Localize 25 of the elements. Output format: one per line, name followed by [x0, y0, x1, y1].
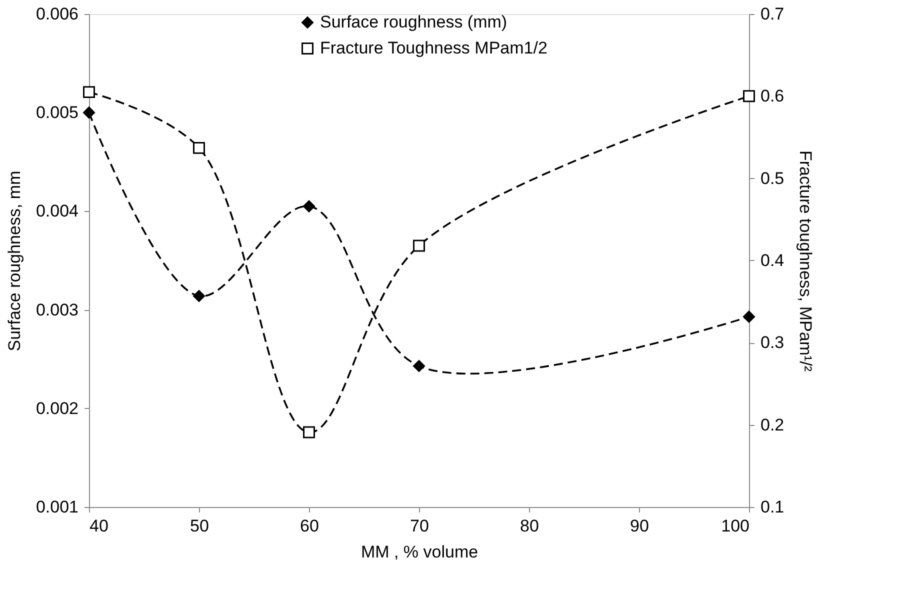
x-tick-label: 50: [190, 516, 209, 536]
y2-tick-label: 0.7: [760, 4, 784, 24]
y-tick-label: 0.006: [36, 4, 78, 24]
x-tick-label: 90: [630, 516, 649, 536]
y2-tick-label: 0.2: [760, 415, 784, 434]
x-tick-label: 80: [520, 516, 539, 536]
y2-axis-title: Fracture toughness, MPam¹/²: [796, 150, 816, 372]
y-tick-label: 0.003: [36, 300, 78, 320]
y2-tick-label: 0.3: [760, 333, 784, 352]
x-tick-label: 60: [300, 516, 319, 536]
y-tick-label: 0.005: [36, 103, 78, 122]
y-tick-label: 0.002: [36, 398, 78, 418]
y-tick-label: 0.004: [36, 202, 78, 221]
legend-label: Surface roughness (mm): [320, 12, 508, 32]
y2-tick-label: 0.6: [760, 86, 784, 106]
y-tick-label: 0.001: [36, 498, 78, 516]
x-tick-label: 70: [410, 516, 429, 536]
y2-tick-label: 0.4: [760, 251, 784, 270]
y-axis-title: Surface roughness, mm: [4, 170, 24, 352]
legend-label: Fracture Toughness MPam1/2: [320, 38, 548, 58]
x-tick-label: 100: [721, 516, 750, 536]
x-axis-title: MM , % volume: [360, 542, 478, 562]
y2-tick-label: 0.1: [760, 498, 784, 516]
x-tick-label: 40: [90, 516, 108, 536]
y2-tick-label: 0.5: [760, 168, 784, 188]
